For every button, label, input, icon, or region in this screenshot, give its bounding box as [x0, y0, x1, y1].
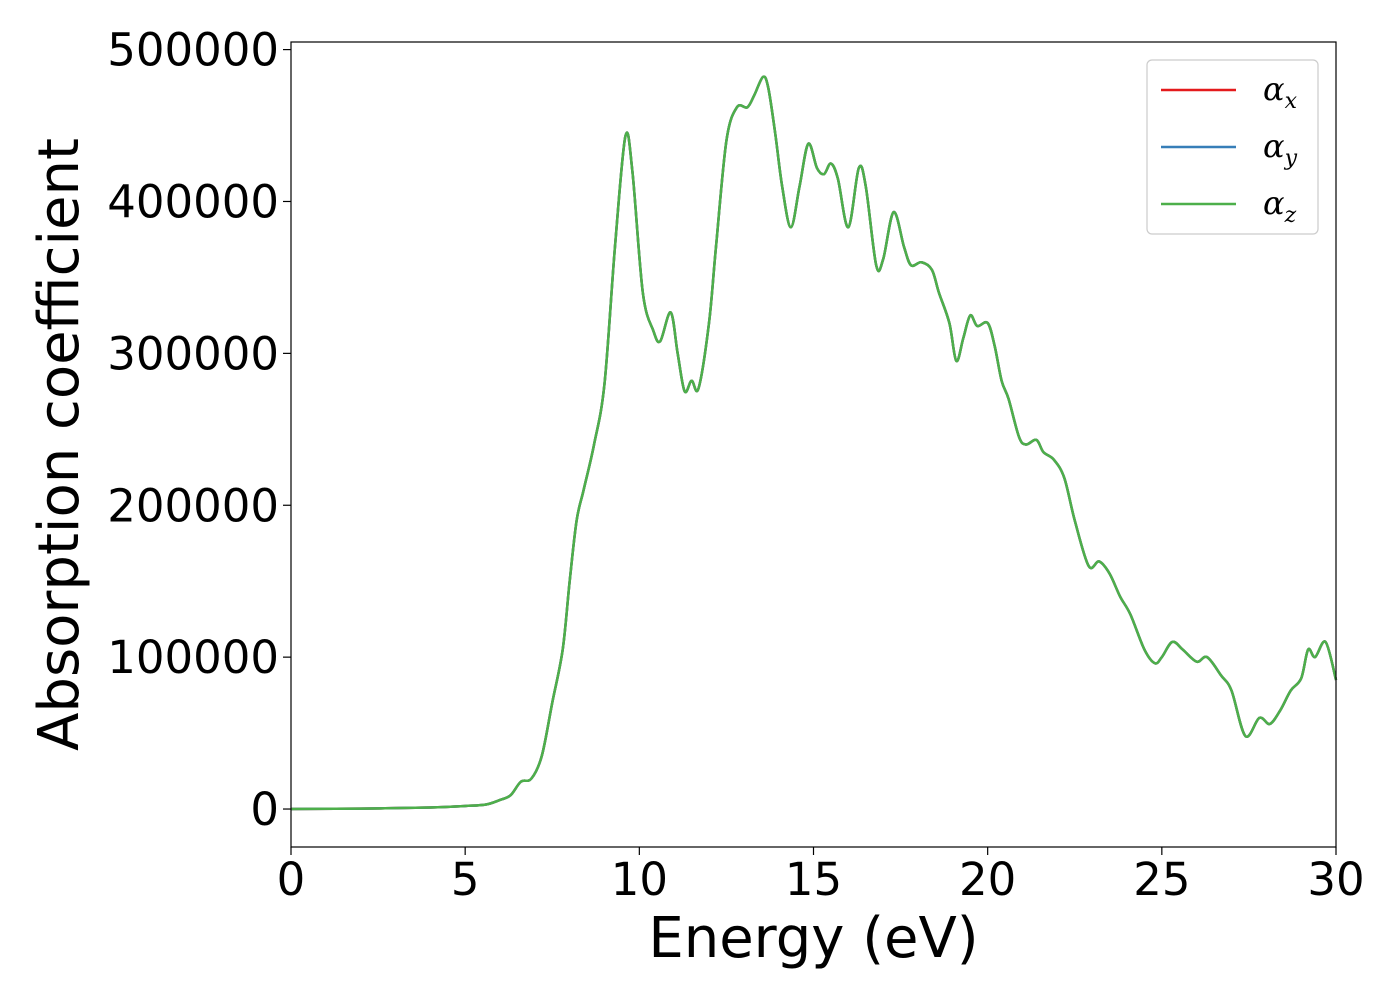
x-tick-label: 15 [785, 853, 842, 906]
x-tick-label: 5 [451, 853, 480, 906]
legend-label-symbol: α [1263, 70, 1285, 108]
legend-label-y: αy [1263, 127, 1298, 171]
x-tick-label: 25 [1133, 853, 1190, 906]
x-tick-label: 30 [1307, 853, 1364, 906]
legend-label-symbol: α [1263, 184, 1285, 222]
y-tick-label: 400000 [107, 175, 279, 228]
x-tick-label: 10 [611, 853, 668, 906]
legend-label-subscript: y [1284, 146, 1298, 171]
y-tick-label: 200000 [107, 479, 279, 532]
series-line-z [290, 75, 1338, 811]
x-axis-title: Energy (eV) [648, 906, 978, 971]
legend-label-symbol: α [1263, 127, 1285, 165]
y-axis: 0 100000 200000 300000 400000 500000 [107, 24, 291, 836]
x-tick-label: 0 [277, 853, 306, 906]
y-tick-label: 300000 [107, 327, 279, 380]
legend-label-subscript: x [1285, 89, 1298, 114]
y-tick-label: 500000 [107, 24, 279, 77]
y-tick-label: 0 [250, 783, 279, 836]
y-tick-label: 100000 [107, 631, 279, 684]
legend-label-z: αz [1263, 184, 1297, 228]
y-axis-title: Absorption coefficient [27, 138, 92, 751]
plot-lines [290, 75, 1338, 811]
x-tick-label: 20 [959, 853, 1016, 906]
x-axis: 0 5 10 15 20 25 30 [277, 847, 1365, 906]
legend-label-subscript: z [1284, 203, 1297, 228]
legend-label-x: αx [1263, 70, 1298, 114]
